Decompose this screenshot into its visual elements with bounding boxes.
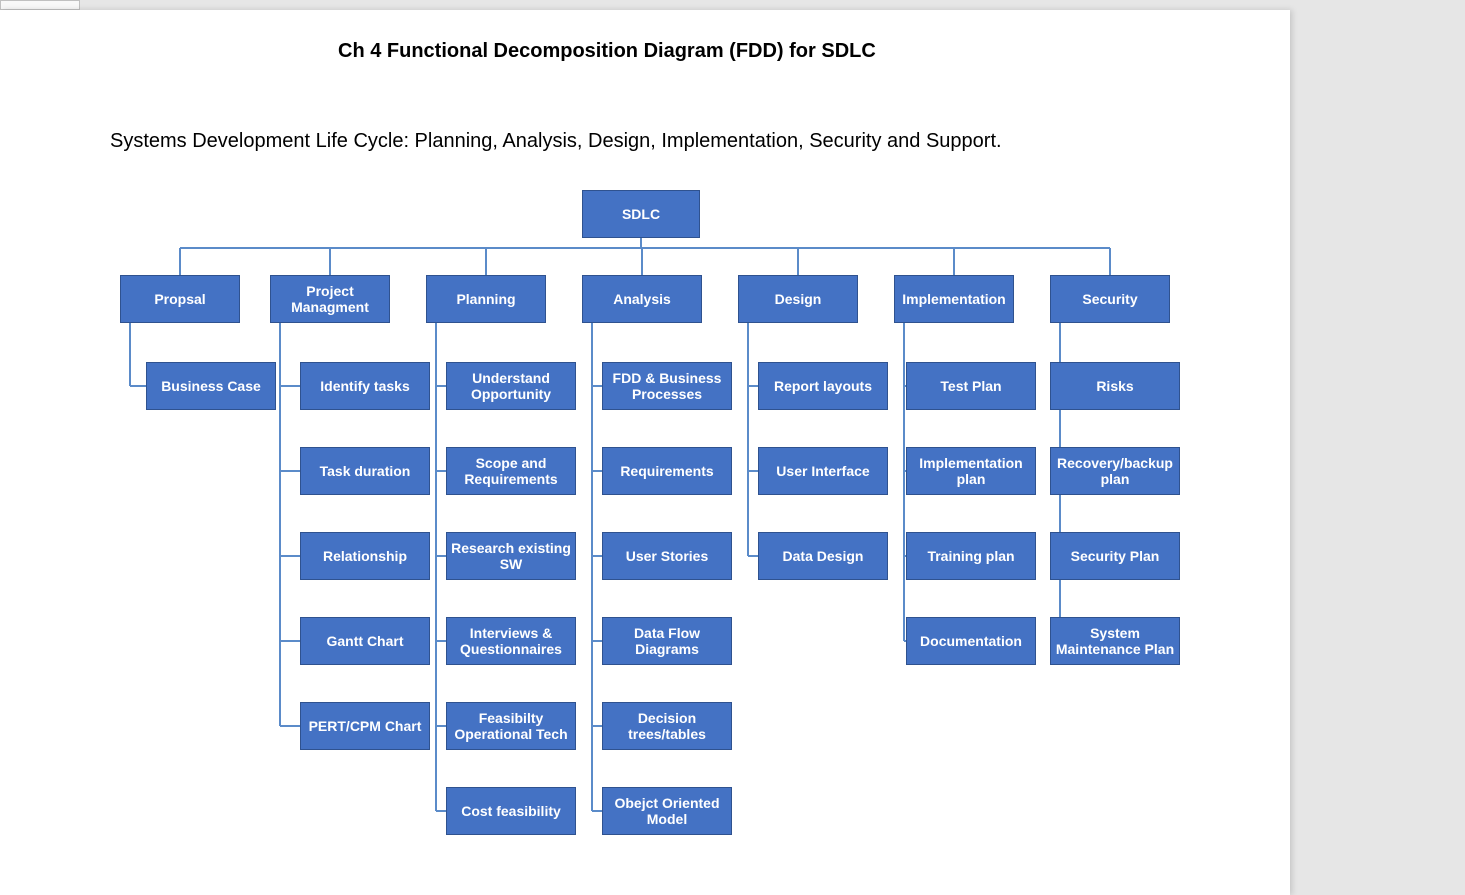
connector-h [130,385,146,387]
connector-h [280,385,300,387]
connector-v [591,323,593,811]
leaf-node: PERT/CPM Chart [300,702,430,750]
connector-h [436,385,446,387]
page-subtitle: Systems Development Life Cycle: Planning… [110,130,1002,153]
connector-h [592,640,602,642]
leaf-node: Obejct Oriented Model [602,787,732,835]
leaf-node: Business Case [146,362,276,410]
leaf-node: System Maintenance Plan [1050,617,1180,665]
connector-v [435,323,437,811]
leaf-node: Training plan [906,532,1036,580]
connector-v [903,323,905,641]
leaf-node: Requirements [602,447,732,495]
connector-h [592,470,602,472]
connector-h [592,725,602,727]
ruler-fragment [0,0,80,10]
page-title: Ch 4 Functional Decomposition Diagram (F… [338,40,876,63]
connector-v [485,248,487,275]
leaf-node: Data Flow Diagrams [602,617,732,665]
leaf-node: Security Plan [1050,532,1180,580]
branch-node: Analysis [582,275,702,323]
connector-h [436,555,446,557]
connector-v [953,248,955,275]
connector-h [180,247,1110,249]
connector-h [280,470,300,472]
connector-h [748,385,758,387]
leaf-node: Report layouts [758,362,888,410]
leaf-node: Understand Opportunity [446,362,576,410]
leaf-node: FDD & Business Processes [602,362,732,410]
connector-h [592,385,602,387]
leaf-node: Data Design [758,532,888,580]
connector-v [279,323,281,726]
leaf-node: Implementation plan [906,447,1036,495]
branch-node: Design [738,275,858,323]
leaf-node: Recovery/backup plan [1050,447,1180,495]
branch-node: Implementation [894,275,1014,323]
leaf-node: Scope and Requirements [446,447,576,495]
connector-h [280,725,300,727]
leaf-node: Interviews & Questionnaires [446,617,576,665]
connector-h [436,810,446,812]
connector-v [329,248,331,275]
document-page: Ch 4 Functional Decomposition Diagram (F… [0,10,1290,895]
connector-v [1109,248,1111,275]
connector-h [280,555,300,557]
connector-h [436,725,446,727]
leaf-node: Risks [1050,362,1180,410]
connector-h [748,470,758,472]
leaf-node: User Stories [602,532,732,580]
connector-h [280,640,300,642]
branch-node: Project Managment [270,275,390,323]
connector-v [179,248,181,275]
connector-h [592,810,602,812]
connector-v [641,248,643,275]
leaf-node: Cost feasibility [446,787,576,835]
leaf-node: Decision trees/tables [602,702,732,750]
leaf-node: User Interface [758,447,888,495]
connector-h [436,470,446,472]
fdd-chart: SDLC Propsal Business Case Project Managmen… [110,180,1210,895]
leaf-node: Gantt Chart [300,617,430,665]
leaf-node: Research existing SW [446,532,576,580]
connector-v [797,248,799,275]
leaf-node: Documentation [906,617,1036,665]
viewport: Ch 4 Functional Decomposition Diagram (F… [0,0,1465,895]
leaf-node: Feasibilty Operational Tech [446,702,576,750]
connector-h [436,640,446,642]
branch-node: Propsal [120,275,240,323]
root-node: SDLC [582,190,700,238]
leaf-node: Test Plan [906,362,1036,410]
connector-h [592,555,602,557]
leaf-node: Task duration [300,447,430,495]
leaf-node: Identify tasks [300,362,430,410]
branch-node: Planning [426,275,546,323]
leaf-node: Relationship [300,532,430,580]
connector-v [747,323,749,556]
connector-h [748,555,758,557]
branch-node: Security [1050,275,1170,323]
connector-v [129,323,131,386]
